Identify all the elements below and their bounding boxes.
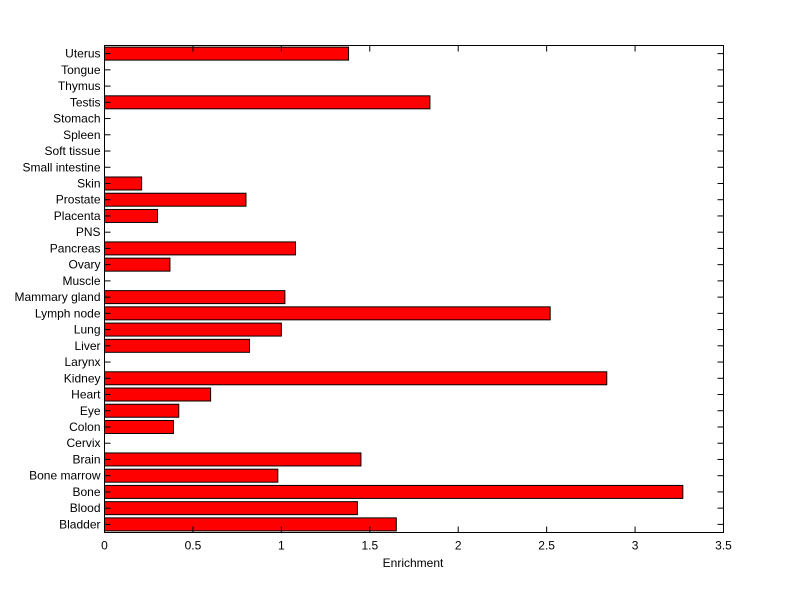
y-tick-label: Uterus xyxy=(65,47,100,61)
y-tick-label: Mammary gland xyxy=(14,290,100,304)
y-tick-label: Thymus xyxy=(58,79,101,93)
bar-liver xyxy=(104,338,251,353)
y-tick-label: Lung xyxy=(74,323,101,337)
y-tick-label: Soft tissue xyxy=(44,144,100,158)
y-tick-label: Bladder xyxy=(59,517,100,531)
y-tick-label: Larynx xyxy=(64,355,100,369)
x-tick-label: 2.5 xyxy=(538,539,555,553)
tick-labels-layer: Bladder Blood Bone Bone marrow Brain Cervix Co… xyxy=(14,47,732,553)
y-tick-label: Small intestine xyxy=(22,160,100,174)
y-tick-label: Skin xyxy=(77,176,100,190)
bar-bone xyxy=(104,484,684,499)
bar-eye xyxy=(104,403,180,418)
bar-testis xyxy=(104,95,431,110)
y-tick-label: Kidney xyxy=(64,371,101,385)
bar-bone-marrow xyxy=(104,468,279,483)
bar-kidney xyxy=(104,371,608,386)
x-tick-label: 3 xyxy=(632,539,639,553)
x-tick-label: 2 xyxy=(455,539,462,553)
y-tick-label: Stomach xyxy=(53,112,100,126)
bar-uterus xyxy=(104,46,350,61)
x-tick-label: 1.5 xyxy=(361,539,378,553)
x-tick-label: 3.5 xyxy=(715,539,732,553)
y-tick-label: Bone marrow xyxy=(29,469,101,483)
y-tick-label: Muscle xyxy=(62,274,100,288)
y-tick-label: Blood xyxy=(70,501,101,515)
y-tick-label: Ovary xyxy=(68,258,100,272)
y-tick-label: Testis xyxy=(70,95,101,109)
y-tick-label: Placenta xyxy=(54,209,101,223)
bar-placenta xyxy=(104,208,159,223)
y-tick-label: Eye xyxy=(80,404,101,418)
y-tick-label: Pancreas xyxy=(50,241,101,255)
bar-pancreas xyxy=(104,241,297,256)
y-tick-label: PNS xyxy=(76,225,101,239)
bar-lung xyxy=(104,322,282,337)
y-tick-label: Tongue xyxy=(61,63,101,77)
bar-colon xyxy=(104,419,174,434)
bar-heart xyxy=(104,387,212,402)
bar-prostate xyxy=(104,192,247,207)
y-tick-label: Brain xyxy=(72,452,100,466)
y-tick-label: Spleen xyxy=(63,128,100,142)
bar-mammary-gland xyxy=(104,290,286,305)
plot-area-frame xyxy=(104,45,724,533)
y-tick-label: Cervix xyxy=(66,436,100,450)
y-tick-label: Liver xyxy=(74,339,100,353)
y-tick-label: Heart xyxy=(71,388,101,402)
x-tick-label: 1 xyxy=(278,539,285,553)
bar-brain xyxy=(104,452,362,467)
y-tick-label: Colon xyxy=(69,420,100,434)
x-axis-title: Enrichment xyxy=(383,556,444,570)
x-tick-label: 0.5 xyxy=(185,539,202,553)
bar-lymph-node xyxy=(104,306,551,321)
bar-ovary xyxy=(104,257,171,272)
bar-bladder xyxy=(104,517,397,532)
y-tick-label: Prostate xyxy=(56,193,101,207)
x-tick-label: 0 xyxy=(101,539,108,553)
bar-blood xyxy=(104,501,358,516)
y-tick-label: Lymph node xyxy=(35,306,101,320)
y-tick-label: Bone xyxy=(72,485,100,499)
